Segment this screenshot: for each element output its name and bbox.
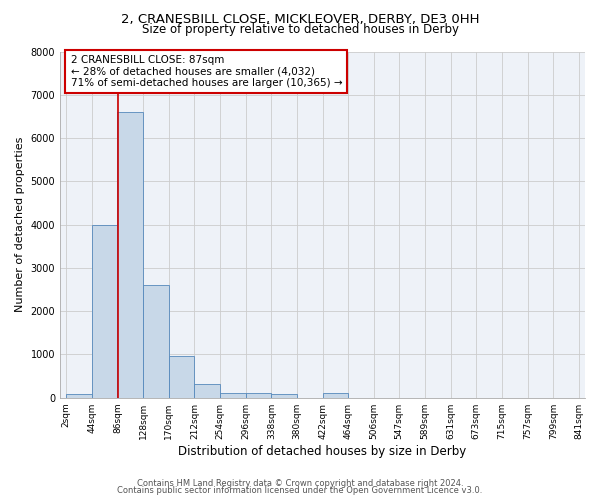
- Text: Size of property relative to detached houses in Derby: Size of property relative to detached ho…: [142, 22, 458, 36]
- Text: Contains HM Land Registry data © Crown copyright and database right 2024.: Contains HM Land Registry data © Crown c…: [137, 478, 463, 488]
- Text: 2 CRANESBILL CLOSE: 87sqm
← 28% of detached houses are smaller (4,032)
71% of se: 2 CRANESBILL CLOSE: 87sqm ← 28% of detac…: [71, 55, 342, 88]
- Text: Contains public sector information licensed under the Open Government Licence v3: Contains public sector information licen…: [118, 486, 482, 495]
- Text: 2, CRANESBILL CLOSE, MICKLEOVER, DERBY, DE3 0HH: 2, CRANESBILL CLOSE, MICKLEOVER, DERBY, …: [121, 12, 479, 26]
- Bar: [66, 394, 92, 398]
- Bar: [143, 285, 169, 398]
- X-axis label: Distribution of detached houses by size in Derby: Distribution of detached houses by size …: [178, 444, 467, 458]
- Bar: [220, 392, 246, 398]
- Bar: [194, 384, 220, 398]
- Bar: [323, 394, 349, 398]
- Bar: [92, 224, 118, 398]
- Bar: [271, 394, 297, 398]
- Bar: [246, 394, 271, 398]
- Y-axis label: Number of detached properties: Number of detached properties: [15, 137, 25, 312]
- Bar: [118, 112, 143, 398]
- Bar: [169, 356, 194, 398]
